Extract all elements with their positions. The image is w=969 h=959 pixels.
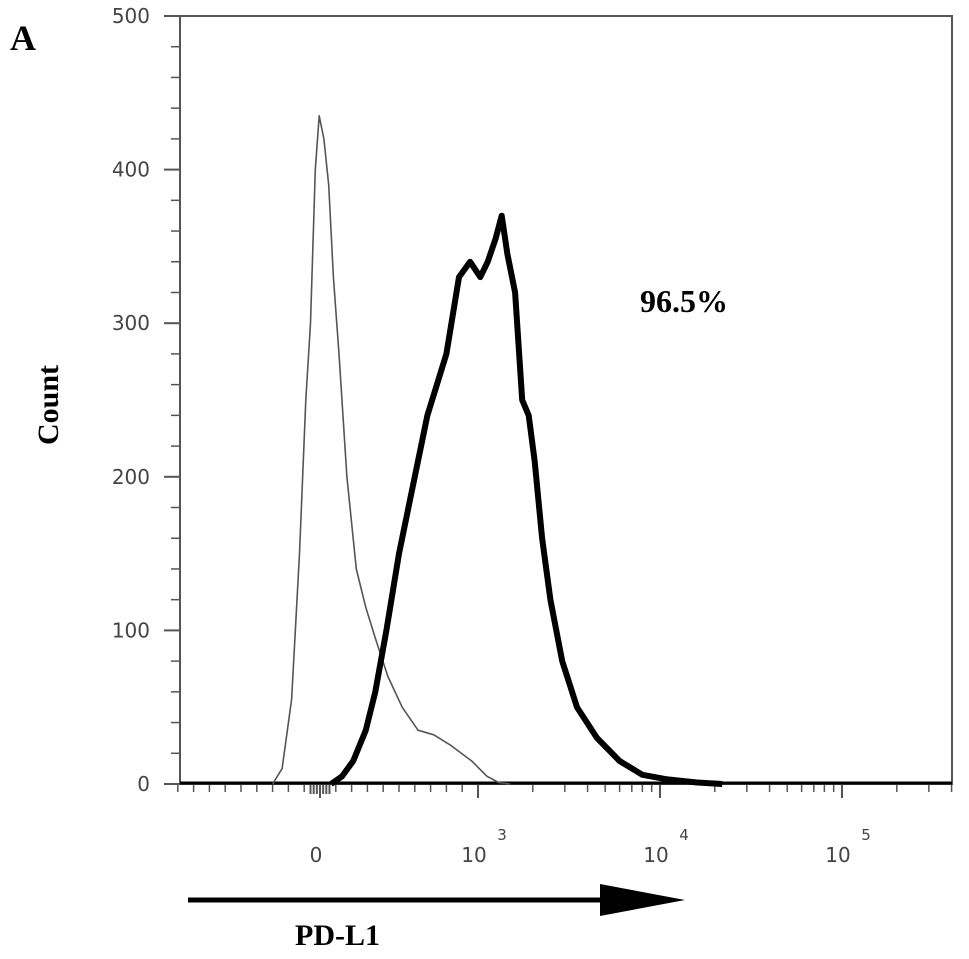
pdl1-stained-histogram-line bbox=[329, 212, 723, 787]
y-tick-label: 200 bbox=[112, 465, 150, 489]
y-tick-label: 300 bbox=[112, 311, 150, 335]
y-axis-tick-labels: 0 100 200 300 400 500 bbox=[112, 4, 150, 796]
series-layer bbox=[180, 115, 952, 787]
x-axis-title: PD-L1 bbox=[295, 919, 380, 952]
x-tick-label: 0 bbox=[310, 843, 323, 867]
x-axis-arrow bbox=[188, 884, 685, 916]
x-tick-exponent: 3 bbox=[497, 826, 507, 844]
control-histogram-line bbox=[271, 115, 511, 785]
x-axis-ticks bbox=[177, 784, 953, 798]
percent-annotation: 96.5% bbox=[640, 283, 728, 319]
y-tick-label: 100 bbox=[112, 618, 150, 642]
x-axis-tick-labels: 0 10 3 10 4 10 5 bbox=[310, 826, 871, 867]
x-tick-label: 10 bbox=[825, 843, 850, 867]
x-tick-exponent: 5 bbox=[861, 826, 871, 844]
y-tick-label: 500 bbox=[112, 4, 150, 28]
y-tick-label: 0 bbox=[137, 772, 150, 796]
x-tick-label: 10 bbox=[643, 843, 668, 867]
y-axis-ticks bbox=[164, 15, 180, 785]
y-tick-label: 400 bbox=[112, 158, 150, 182]
x-tick-exponent: 4 bbox=[679, 826, 689, 844]
y-axis-title: Count bbox=[32, 365, 65, 445]
panel-label: A bbox=[10, 18, 36, 58]
x-tick-label: 10 bbox=[461, 843, 486, 867]
